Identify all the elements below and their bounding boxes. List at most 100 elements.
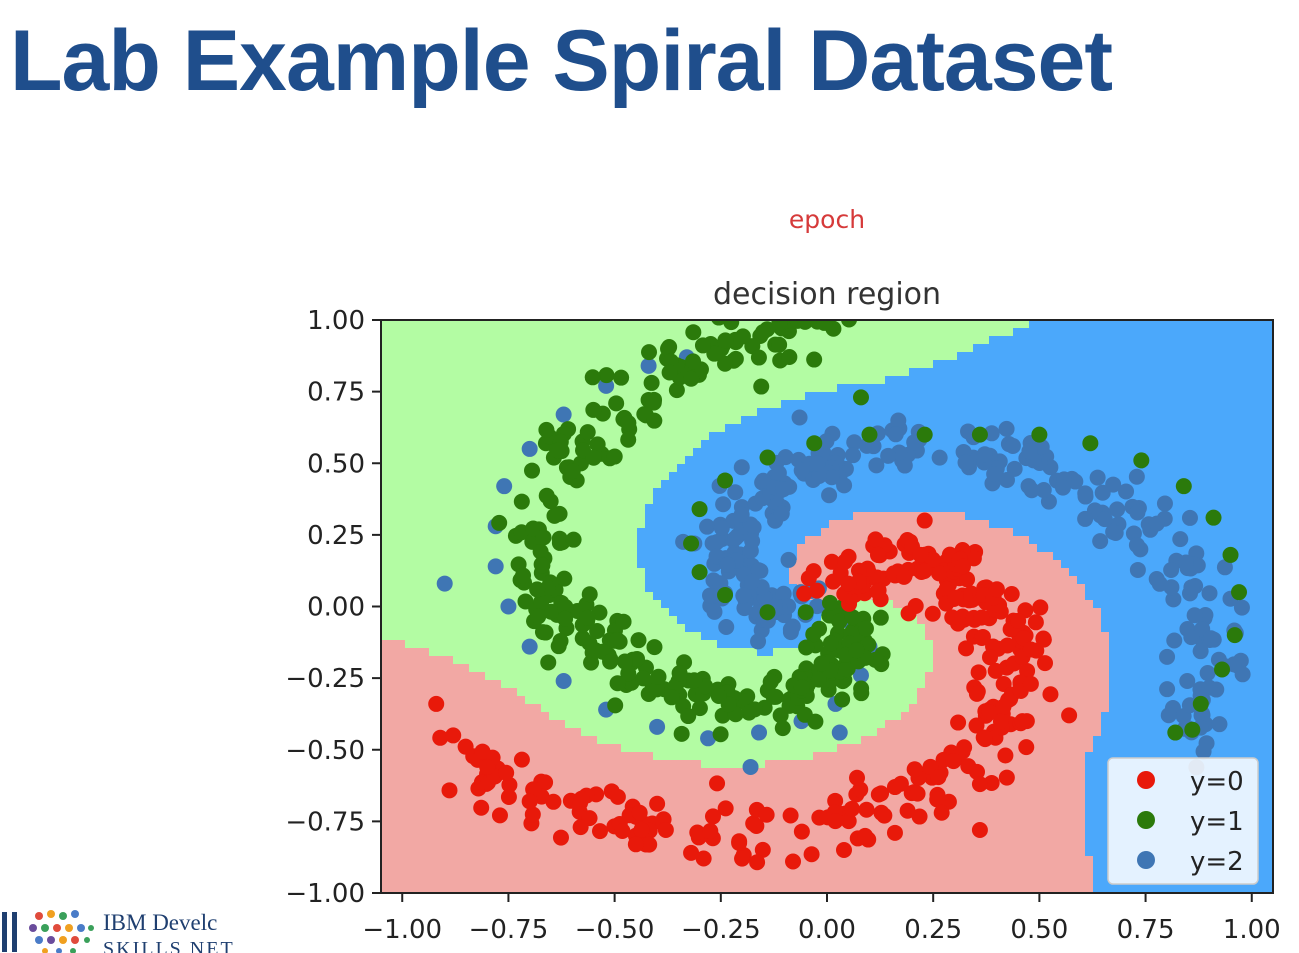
data-point-class-0 bbox=[916, 512, 933, 529]
data-point-class-0 bbox=[950, 714, 967, 731]
data-point-class-2 bbox=[744, 533, 761, 550]
data-point-class-0 bbox=[965, 550, 982, 567]
data-point-class-0 bbox=[633, 821, 650, 838]
data-point-class-2 bbox=[640, 357, 657, 374]
data-point-class-2 bbox=[823, 469, 840, 486]
data-point-class-1 bbox=[683, 535, 700, 552]
data-point-class-1 bbox=[615, 613, 632, 630]
data-point-class-2 bbox=[793, 462, 810, 479]
data-point-class-0 bbox=[1037, 655, 1054, 672]
data-point-class-0 bbox=[479, 758, 496, 775]
data-point-class-0 bbox=[689, 824, 706, 841]
data-point-class-2 bbox=[868, 457, 885, 474]
data-point-class-0 bbox=[657, 821, 674, 838]
data-point-class-2 bbox=[1183, 579, 1200, 596]
data-point-class-1 bbox=[529, 581, 546, 598]
data-point-class-1 bbox=[759, 604, 776, 621]
data-point-class-1 bbox=[685, 324, 702, 341]
data-point-class-2 bbox=[1165, 591, 1182, 608]
data-point-class-2 bbox=[555, 672, 572, 689]
x-tick-label: 0.00 bbox=[798, 915, 856, 945]
data-point-class-1 bbox=[755, 324, 772, 341]
data-point-class-2 bbox=[1006, 460, 1023, 477]
logo-text-line2: SKILLS NET bbox=[103, 938, 235, 953]
data-point-class-0 bbox=[641, 836, 658, 853]
data-point-class-1 bbox=[645, 394, 662, 411]
data-point-class-1 bbox=[821, 594, 838, 611]
data-point-class-1 bbox=[916, 426, 933, 443]
data-point-class-1 bbox=[806, 351, 823, 368]
data-point-class-2 bbox=[1077, 510, 1094, 527]
data-point-class-1 bbox=[771, 320, 788, 331]
data-point-class-2 bbox=[846, 434, 863, 451]
data-point-class-0 bbox=[803, 846, 820, 863]
data-point-class-2 bbox=[1199, 665, 1216, 682]
data-point-class-1 bbox=[630, 632, 647, 649]
data-point-class-0 bbox=[968, 685, 985, 702]
data-point-class-2 bbox=[1021, 443, 1038, 460]
data-point-class-2 bbox=[1163, 561, 1180, 578]
data-point-class-1 bbox=[691, 700, 708, 717]
data-point-class-1 bbox=[564, 463, 581, 480]
data-point-class-2 bbox=[818, 433, 835, 450]
data-point-class-1 bbox=[557, 610, 574, 627]
data-point-class-2 bbox=[1216, 559, 1233, 576]
data-point-class-0 bbox=[909, 785, 926, 802]
data-point-class-1 bbox=[534, 557, 551, 574]
x-tick-label: 0.25 bbox=[904, 915, 962, 945]
data-point-class-2 bbox=[1129, 504, 1146, 521]
data-point-class-2 bbox=[521, 638, 538, 655]
data-point-class-0 bbox=[997, 747, 1014, 764]
data-point-class-0 bbox=[521, 793, 538, 810]
data-point-class-0 bbox=[805, 563, 822, 580]
chart-title: decision region bbox=[713, 277, 941, 312]
y-tick-label: 0.75 bbox=[307, 378, 365, 408]
data-point-class-1 bbox=[549, 442, 566, 459]
data-point-class-1 bbox=[848, 642, 865, 659]
data-point-class-0 bbox=[869, 583, 886, 600]
data-point-class-0 bbox=[988, 581, 1005, 598]
data-points bbox=[428, 320, 1251, 871]
legend-marker-2 bbox=[1137, 851, 1155, 869]
data-point-class-0 bbox=[837, 553, 854, 570]
y-tick-label: −0.75 bbox=[285, 807, 365, 837]
data-point-class-2 bbox=[733, 506, 750, 523]
data-point-class-0 bbox=[785, 853, 802, 870]
data-point-class-1 bbox=[853, 680, 870, 697]
data-point-class-2 bbox=[702, 587, 719, 604]
data-point-class-0 bbox=[843, 800, 860, 817]
data-point-class-1 bbox=[852, 389, 869, 406]
data-point-class-1 bbox=[1214, 661, 1231, 678]
data-point-class-2 bbox=[887, 426, 904, 443]
legend-marker-1 bbox=[1137, 811, 1155, 829]
data-point-class-1 bbox=[557, 598, 574, 615]
data-point-class-1 bbox=[517, 593, 534, 610]
data-point-class-1 bbox=[609, 675, 626, 692]
data-point-class-2 bbox=[706, 603, 723, 620]
data-point-class-0 bbox=[912, 546, 929, 563]
y-tick-label: 1.00 bbox=[307, 306, 365, 336]
data-point-class-2 bbox=[1077, 488, 1094, 505]
data-point-class-1 bbox=[579, 424, 596, 441]
data-point-class-0 bbox=[432, 729, 449, 746]
data-point-class-1 bbox=[710, 687, 727, 704]
data-point-class-0 bbox=[695, 850, 712, 867]
data-point-class-0 bbox=[999, 637, 1016, 654]
data-point-class-1 bbox=[602, 653, 619, 670]
data-point-class-0 bbox=[1027, 614, 1044, 631]
y-axis-ticks: 1.00 0.75 0.50 0.25 0.00 −0.25 −0.50 −0.75 −1.00 bbox=[285, 306, 381, 909]
data-point-class-2 bbox=[811, 467, 828, 484]
data-point-class-0 bbox=[840, 813, 857, 830]
data-point-class-2 bbox=[1118, 483, 1135, 500]
data-point-class-1 bbox=[598, 367, 615, 384]
data-point-class-2 bbox=[742, 758, 759, 775]
data-point-class-1 bbox=[540, 654, 557, 671]
data-point-class-2 bbox=[751, 724, 768, 741]
data-point-class-1 bbox=[606, 448, 623, 465]
data-point-class-0 bbox=[958, 640, 975, 657]
data-point-class-0 bbox=[933, 804, 950, 821]
data-point-class-1 bbox=[574, 630, 591, 647]
data-point-class-0 bbox=[930, 769, 947, 786]
epoch-label: epoch bbox=[789, 205, 865, 234]
data-point-class-1 bbox=[585, 401, 602, 418]
